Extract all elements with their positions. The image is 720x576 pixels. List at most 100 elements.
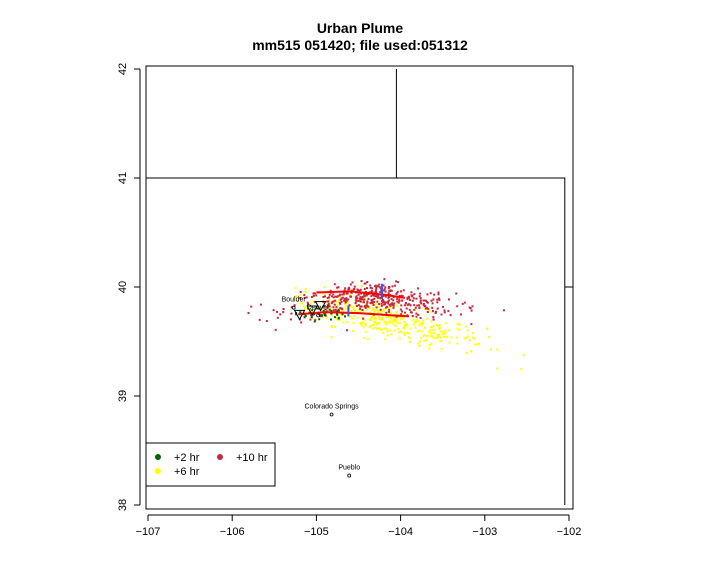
city-marker <box>329 412 334 417</box>
particle <box>290 312 293 315</box>
particle <box>349 283 352 286</box>
particle <box>406 296 409 299</box>
particle <box>370 295 373 298</box>
particle <box>343 302 346 305</box>
particle <box>426 311 429 313</box>
particle <box>405 307 408 310</box>
particle <box>418 304 420 307</box>
particle <box>330 302 333 305</box>
particle <box>326 300 329 303</box>
particle <box>384 286 387 289</box>
particle <box>390 333 393 336</box>
particle <box>423 339 426 342</box>
particle <box>432 318 435 321</box>
particle <box>360 298 363 301</box>
particle <box>379 318 382 321</box>
particle <box>247 312 250 314</box>
particle <box>345 300 348 302</box>
particle <box>373 310 376 313</box>
particle <box>313 301 316 304</box>
particle <box>426 317 429 320</box>
particle <box>357 304 360 307</box>
particle <box>437 291 440 294</box>
particle <box>438 297 440 300</box>
particle <box>389 304 392 307</box>
particle <box>385 323 388 326</box>
particle <box>403 333 406 336</box>
particle <box>434 312 437 314</box>
particle <box>415 315 418 318</box>
x-tick-label: −105 <box>304 526 329 538</box>
particle <box>371 291 374 294</box>
particle <box>390 289 393 292</box>
particle <box>419 297 422 300</box>
particle <box>410 311 413 314</box>
particle <box>331 301 334 304</box>
particle <box>471 305 474 308</box>
particle <box>357 316 360 319</box>
particle <box>365 303 368 306</box>
particle <box>366 308 369 311</box>
particle <box>406 303 409 306</box>
particle <box>403 321 406 323</box>
particle <box>336 286 339 289</box>
colorado-border <box>146 177 566 505</box>
particle <box>419 292 422 295</box>
particle <box>363 337 366 340</box>
particle <box>359 307 362 310</box>
particle <box>347 288 350 291</box>
particle <box>397 301 400 304</box>
particle <box>265 320 268 322</box>
particle <box>435 310 437 313</box>
particle <box>380 304 383 307</box>
particle <box>435 336 438 339</box>
particle <box>363 293 366 296</box>
plot-frame <box>145 65 574 510</box>
particle <box>496 348 499 351</box>
particle <box>336 295 339 298</box>
particle <box>428 331 431 334</box>
particle <box>387 292 390 295</box>
particle <box>361 309 364 311</box>
particle <box>390 317 393 319</box>
particle <box>422 303 425 306</box>
particle <box>381 328 384 331</box>
particle <box>419 301 422 304</box>
particle <box>339 298 342 301</box>
particle <box>426 293 429 296</box>
particle <box>335 295 338 298</box>
particle <box>302 305 305 308</box>
particle <box>386 327 389 330</box>
particle <box>385 311 388 314</box>
particle <box>374 289 377 292</box>
particle <box>344 287 347 290</box>
particle <box>305 291 308 294</box>
particle <box>299 311 302 314</box>
particle <box>336 304 339 307</box>
particle <box>424 299 427 302</box>
particle <box>382 284 385 287</box>
particle <box>363 288 366 290</box>
particle <box>310 314 313 317</box>
particle <box>365 330 368 333</box>
particle <box>379 287 382 290</box>
particle <box>392 323 395 326</box>
particle <box>422 335 425 337</box>
particle <box>382 289 385 292</box>
particle <box>411 299 414 302</box>
particle <box>381 300 383 302</box>
particle <box>383 278 386 281</box>
particle <box>342 309 345 312</box>
particle <box>359 288 362 291</box>
particle <box>313 294 315 297</box>
particle <box>374 295 377 298</box>
particle <box>418 306 421 309</box>
particle <box>314 319 317 322</box>
particle <box>422 319 425 322</box>
particle <box>345 297 348 300</box>
particle <box>455 292 458 295</box>
particle <box>329 307 332 309</box>
particle <box>359 292 362 295</box>
particle <box>349 295 352 298</box>
particle <box>401 295 404 298</box>
